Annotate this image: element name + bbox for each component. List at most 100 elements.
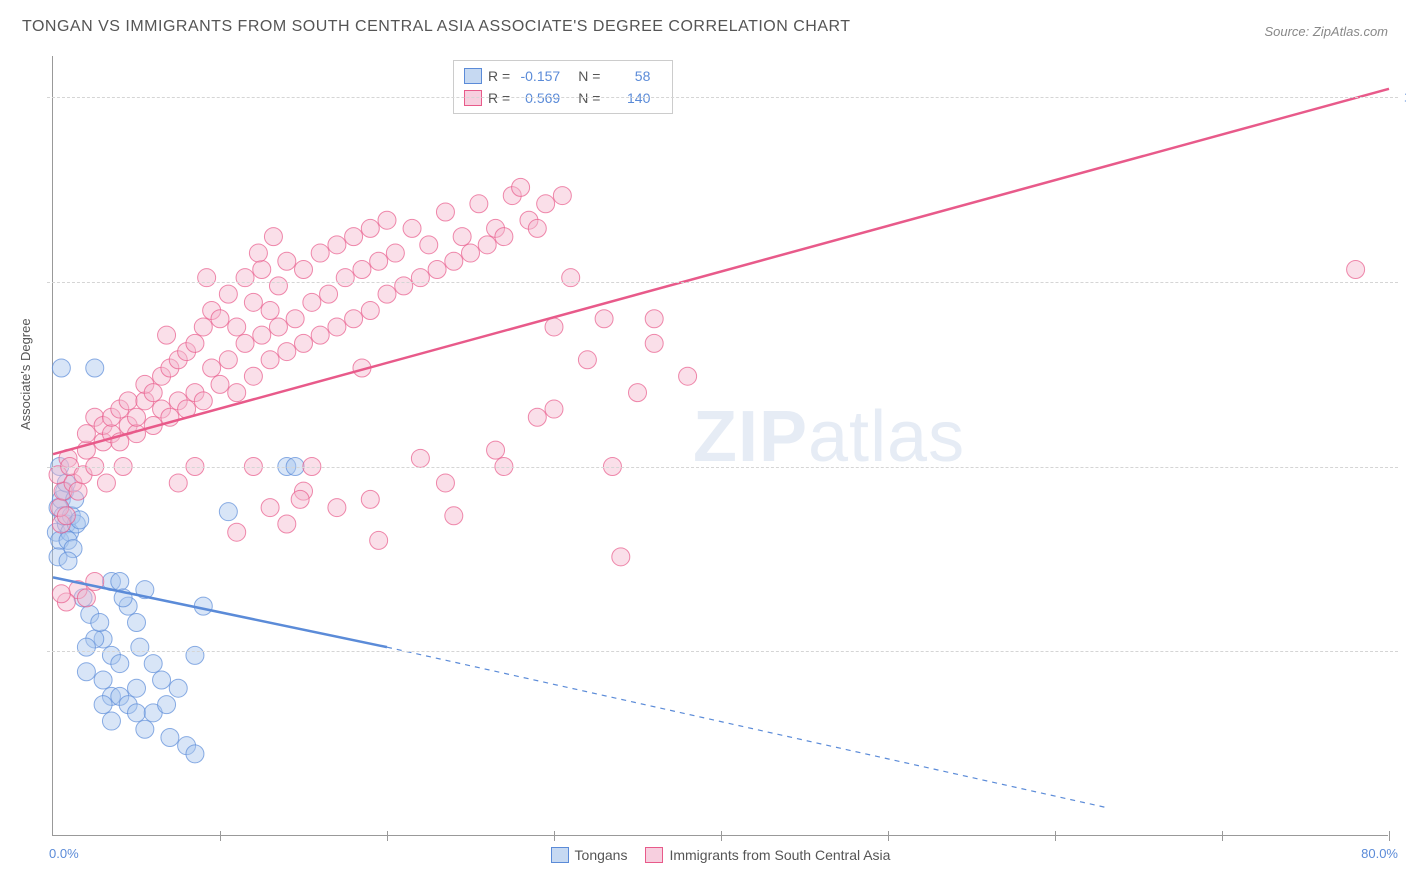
scatter-point — [194, 318, 212, 336]
scatter-point — [295, 334, 313, 352]
scatter-point — [311, 326, 329, 344]
scatter-point — [119, 392, 137, 410]
scatter-point — [144, 655, 162, 673]
y-axis-label: Associate's Degree — [18, 318, 33, 430]
x-tick — [888, 831, 889, 841]
scatter-point — [52, 359, 70, 377]
scatter-point — [77, 663, 95, 681]
gridline-h — [47, 467, 1398, 468]
x-tick — [387, 831, 388, 841]
scatter-point — [102, 712, 120, 730]
plot-area: ZIPatlas R = -0.157 N = 58 R = 0.569 N =… — [52, 56, 1388, 836]
scatter-point — [186, 745, 204, 763]
scatter-point — [445, 507, 463, 525]
scatter-point — [228, 318, 246, 336]
scatter-point — [545, 400, 563, 418]
scatter-point — [97, 474, 115, 492]
swatch-series-1 — [464, 68, 482, 84]
scatter-point — [236, 334, 254, 352]
scatter-point — [370, 252, 388, 270]
scatter-point — [553, 187, 571, 205]
scatter-point — [253, 260, 271, 278]
scatter-point — [244, 367, 262, 385]
bottom-legend: Tongans Immigrants from South Central As… — [53, 847, 1388, 863]
scatter-point — [386, 244, 404, 262]
scatter-point — [198, 269, 216, 287]
scatter-point — [169, 474, 187, 492]
scatter-point — [645, 310, 663, 328]
scatter-point — [345, 310, 363, 328]
scatter-point — [291, 490, 309, 508]
scatter-point — [131, 638, 149, 656]
scatter-point — [512, 178, 530, 196]
x-tick — [1389, 831, 1390, 841]
gridline-h — [47, 651, 1398, 652]
scatter-point — [470, 195, 488, 213]
scatter-point — [328, 236, 346, 254]
scatter-point — [336, 269, 354, 287]
scatter-point — [264, 228, 282, 246]
stats-row-series-1: R = -0.157 N = 58 — [464, 65, 662, 87]
scatter-point — [261, 351, 279, 369]
x-tick — [554, 831, 555, 841]
legend-item-series-1: Tongans — [551, 847, 628, 863]
scatter-point — [186, 334, 204, 352]
scatter-point — [128, 408, 146, 426]
scatter-point — [228, 523, 246, 541]
scatter-point — [361, 219, 379, 237]
scatter-point — [453, 228, 471, 246]
scatter-point — [261, 499, 279, 517]
scatter-point — [303, 293, 321, 311]
scatter-point — [528, 408, 546, 426]
legend-swatch-series-1 — [551, 847, 569, 863]
legend-label-series-1: Tongans — [575, 847, 628, 863]
scatter-point — [353, 260, 371, 278]
scatter-point — [52, 585, 70, 603]
scatter-point — [219, 351, 237, 369]
scatter-point — [94, 696, 112, 714]
plot-svg — [53, 56, 1388, 835]
scatter-point — [411, 269, 429, 287]
scatter-point — [111, 572, 129, 590]
scatter-point — [244, 293, 262, 311]
scatter-point — [612, 548, 630, 566]
scatter-point — [361, 490, 379, 508]
scatter-point — [679, 367, 697, 385]
x-tick — [1222, 831, 1223, 841]
scatter-point — [91, 614, 109, 632]
scatter-point — [645, 334, 663, 352]
scatter-point — [278, 515, 296, 533]
x-tick — [220, 831, 221, 841]
scatter-point — [361, 302, 379, 320]
scatter-point — [219, 503, 237, 521]
chart-container: TONGAN VS IMMIGRANTS FROM SOUTH CENTRAL … — [0, 0, 1406, 892]
scatter-point — [77, 638, 95, 656]
scatter-point — [211, 310, 229, 328]
scatter-point — [403, 219, 421, 237]
scatter-point — [249, 244, 267, 262]
scatter-point — [595, 310, 613, 328]
scatter-point — [111, 655, 129, 673]
scatter-point — [487, 441, 505, 459]
legend-label-series-2: Immigrants from South Central Asia — [669, 847, 890, 863]
scatter-point — [436, 203, 454, 221]
scatter-point — [153, 671, 171, 689]
scatter-point — [128, 704, 146, 722]
gridline-h — [47, 282, 1398, 283]
stats-legend-box: R = -0.157 N = 58 R = 0.569 N = 140 — [453, 60, 673, 114]
scatter-point — [253, 326, 271, 344]
scatter-point — [69, 482, 87, 500]
scatter-point — [328, 318, 346, 336]
scatter-point — [161, 728, 179, 746]
scatter-point — [144, 384, 162, 402]
scatter-point — [420, 236, 438, 254]
scatter-point — [94, 671, 112, 689]
source-label: Source: ZipAtlas.com — [1264, 24, 1388, 39]
scatter-point — [203, 359, 221, 377]
scatter-point — [261, 302, 279, 320]
scatter-point — [528, 219, 546, 237]
scatter-point — [578, 351, 596, 369]
scatter-point — [77, 425, 95, 443]
scatter-point — [158, 326, 176, 344]
scatter-point — [545, 318, 563, 336]
